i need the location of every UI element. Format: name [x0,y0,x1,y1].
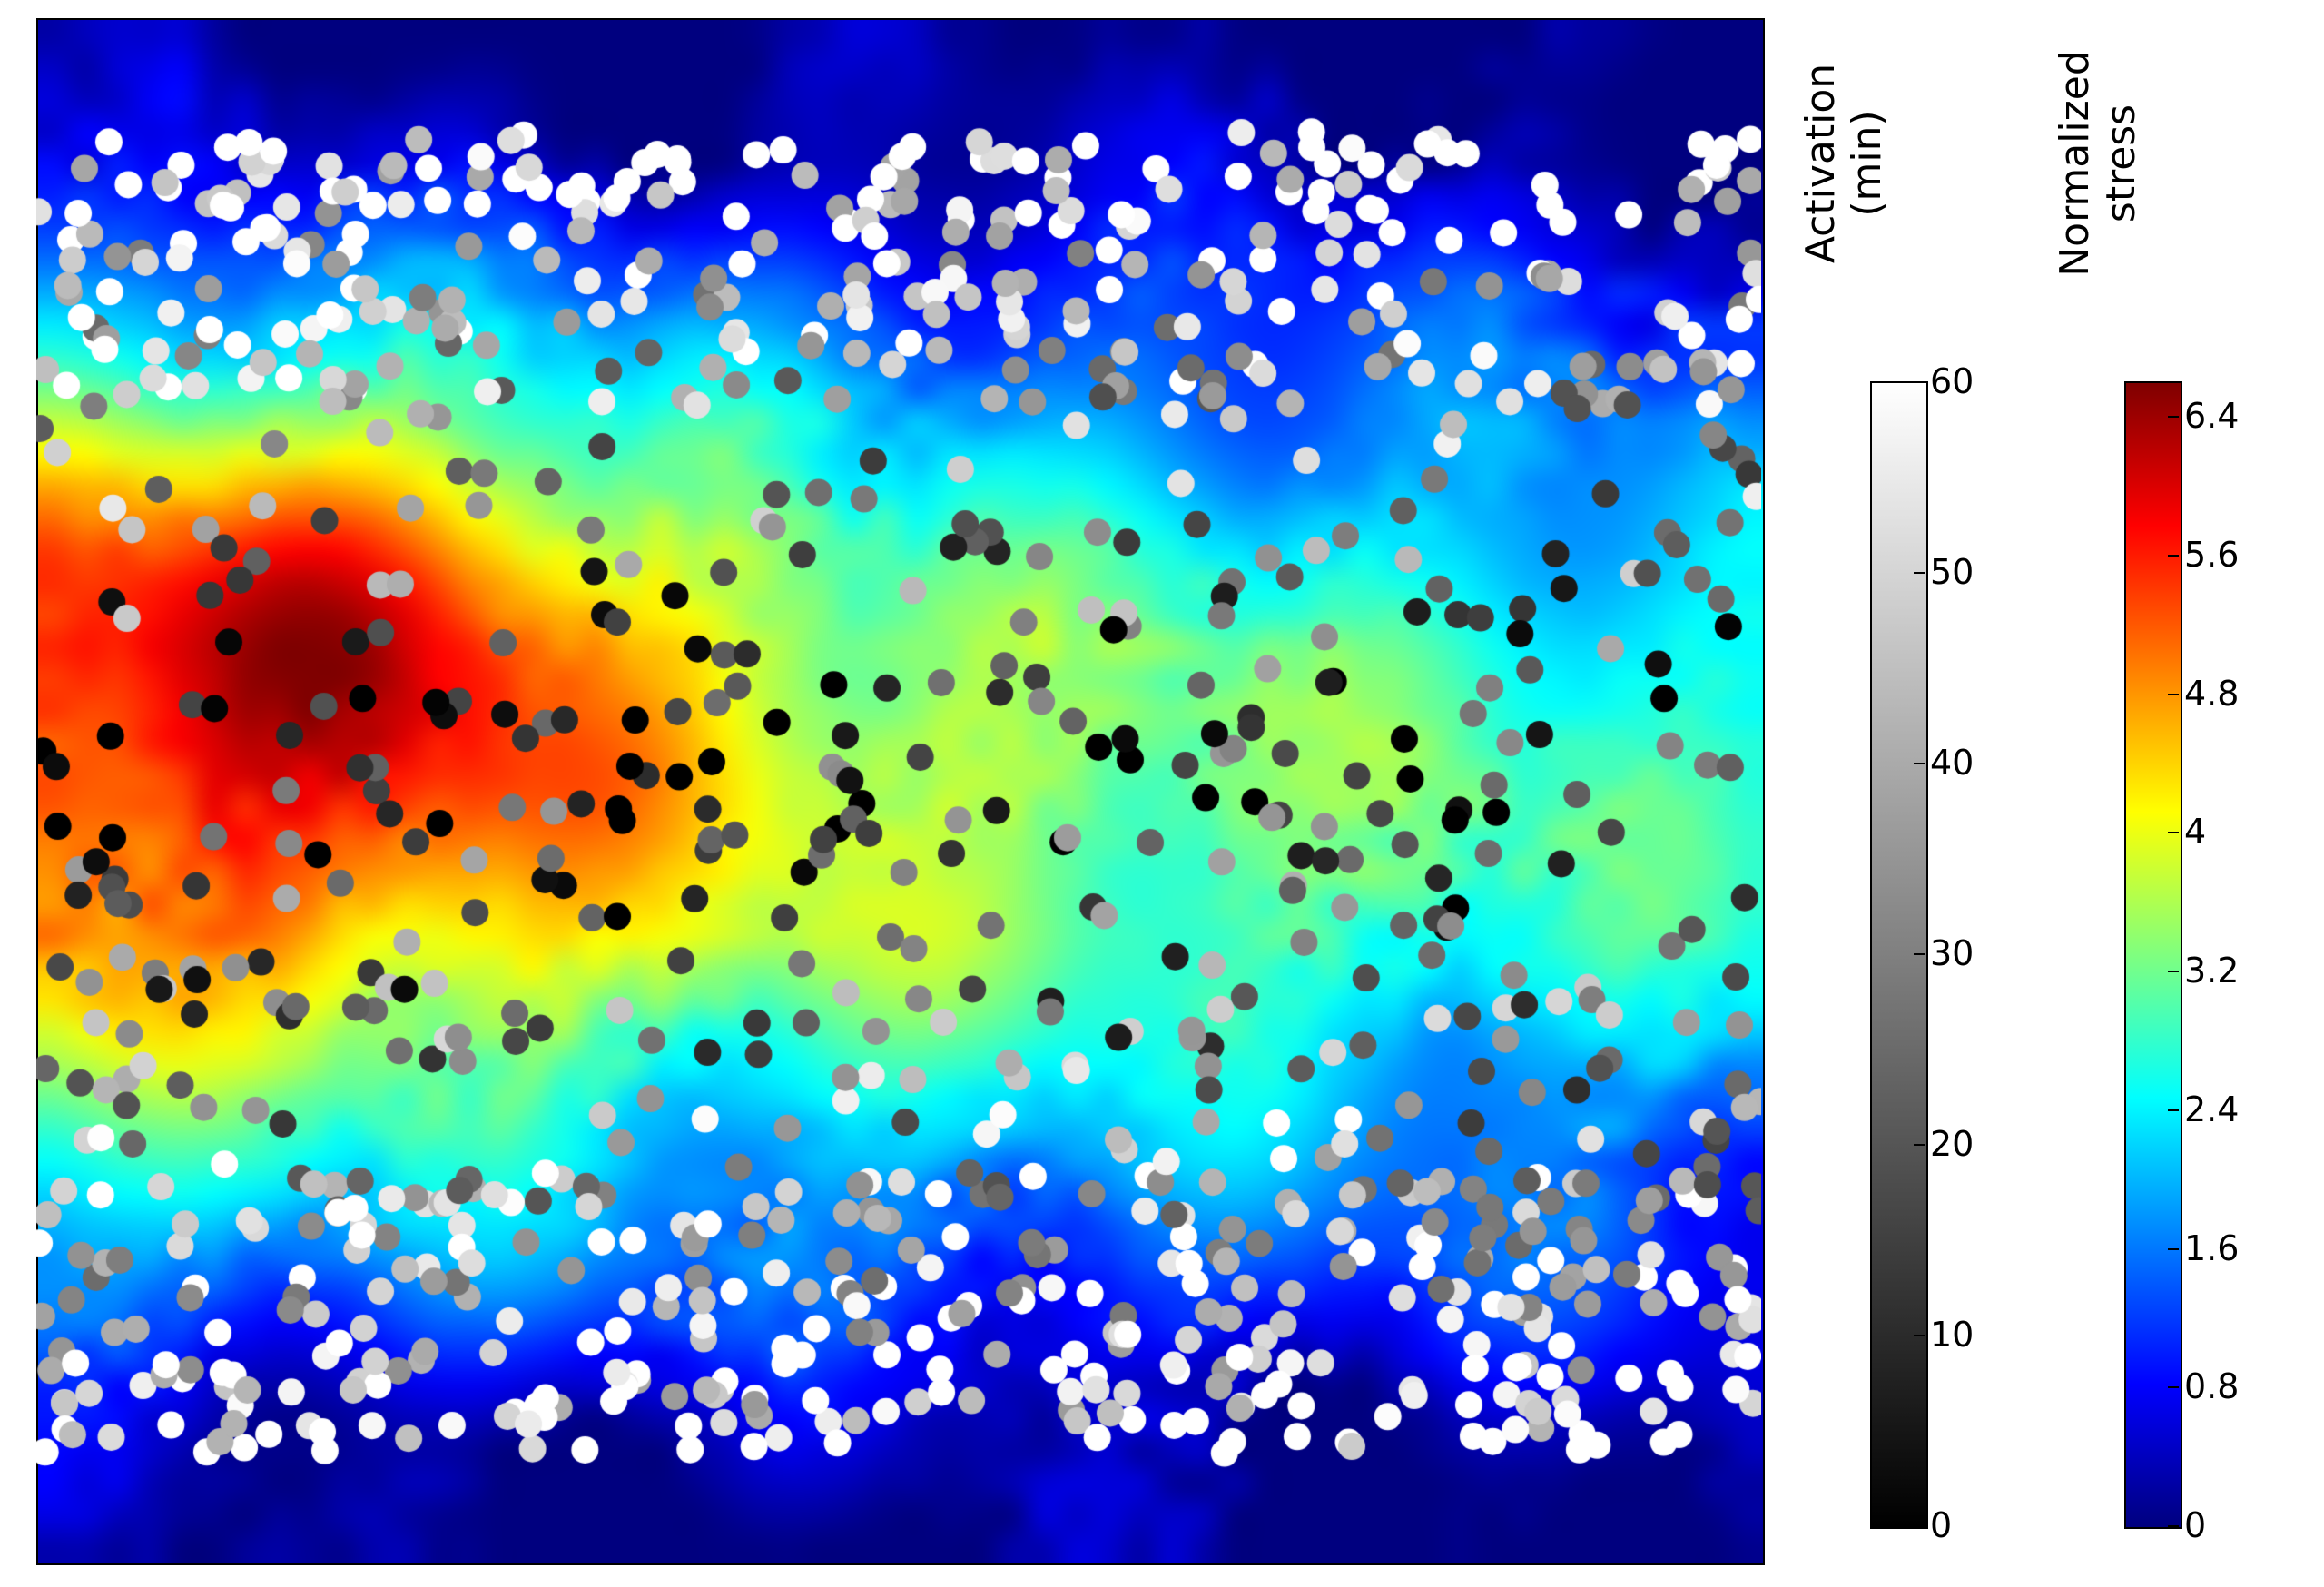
colorbar-tick: 0 [2184,1505,2206,1545]
colorbar-tick: 40 [1930,743,1974,783]
colorbar-activation-title: Activation (min) [1797,0,1890,345]
colorbar-tick: 4.8 [2184,674,2239,714]
colorbar-stress-ticks: 00.81.62.43.244.85.66.4 [2184,381,2293,1525]
colorbar-tick: 10 [1930,1315,1974,1355]
colorbar-tick: 30 [1930,933,1974,973]
colorbar-tick: 3.2 [2184,951,2239,991]
colorbar-stress-title-line2: stress [2098,104,2144,222]
colorbar-tick: 20 [1930,1124,1974,1164]
colorbar-tick: 4 [2184,812,2206,852]
colorbar-stress-title-line1: Normalized [2052,50,2098,277]
colorbar-tick: 50 [1930,552,1974,592]
colorbar-stress-title: Normalized stress [2052,0,2144,345]
colorbar-tick: 5.6 [2184,535,2239,575]
stress-heatmap [36,18,1765,1565]
heatmap-canvas [38,20,1763,1563]
colorbar-activation-title-line2: (min) [1844,110,1890,216]
colorbar-activation-ticks: 0102030405060 [1930,381,2039,1525]
colorbar-tick: 1.6 [2184,1228,2239,1268]
colorbar-tick: 0.8 [2184,1366,2239,1406]
colorbar-stress [2124,381,2182,1529]
colorbar-tick: 6.4 [2184,396,2239,436]
colorbar-tick: 0 [1930,1505,1952,1545]
colorbar-tick: 2.4 [2184,1089,2239,1129]
colorbar-tick: 60 [1930,361,1974,401]
colorbar-activation-title-line1: Activation [1797,64,1844,263]
colorbar-activation [1870,381,1928,1529]
